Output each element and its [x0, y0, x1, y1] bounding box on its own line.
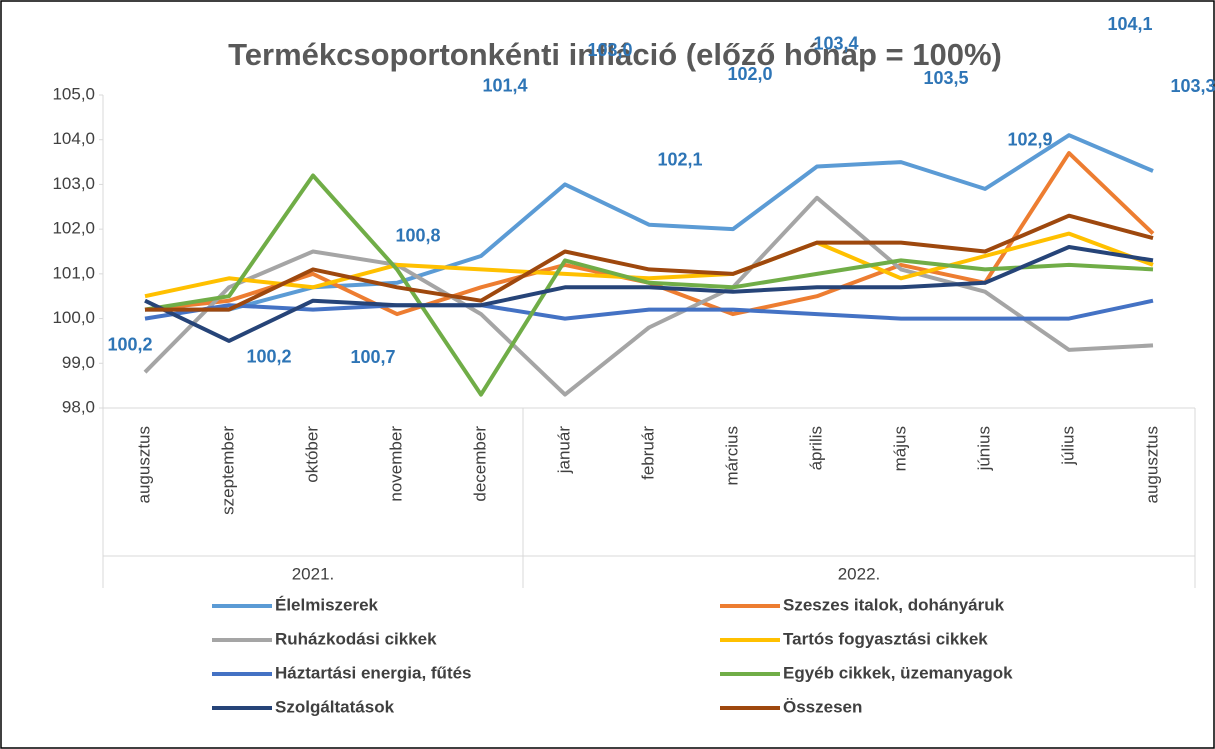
x-tick-label: december	[470, 426, 489, 502]
legend-label: Szolgáltatások	[275, 697, 395, 716]
legend-label: Tartós fogyasztási cikkek	[783, 629, 988, 648]
data-label: 104,1	[1107, 14, 1152, 34]
data-label: 103,4	[813, 33, 858, 53]
group-label: 2021.	[292, 564, 335, 583]
series-line	[145, 213, 1154, 312]
data-label: 103,5	[923, 68, 968, 88]
series-line	[144, 231, 1154, 299]
chart-title: Termékcsoportonkénti infláció (előző hón…	[228, 37, 1002, 72]
x-tick-label: június	[974, 426, 993, 471]
legend-label: Egyéb cikkek, üzemanyagok	[783, 663, 1013, 682]
y-tick-label: 99,0	[62, 353, 95, 372]
x-tick-label: április	[806, 426, 825, 470]
x-tick-label: március	[722, 426, 741, 486]
data-label: 102,9	[1007, 130, 1052, 150]
x-tick-label: július	[1058, 426, 1077, 466]
series-line	[144, 173, 1154, 397]
x-tick-label: augusztus	[1142, 426, 1161, 504]
data-label: 102,0	[727, 64, 772, 84]
data-label: 102,1	[657, 149, 702, 169]
y-tick-label: 98,0	[62, 397, 95, 416]
y-tick-label: 102,0	[52, 219, 95, 238]
x-tick-label: augusztus	[134, 426, 153, 504]
legend-label: Háztartási energia, fűtés	[275, 663, 472, 682]
series-line	[143, 195, 1154, 397]
data-label: 100,8	[395, 226, 440, 246]
data-label: 100,2	[107, 334, 152, 354]
legend-label: Ruházkodási cikkek	[275, 629, 437, 648]
data-label: 103,3	[1170, 76, 1215, 96]
x-tick-label: szeptember	[218, 426, 237, 515]
data-label: 100,7	[350, 347, 395, 367]
x-tick-label: február	[638, 426, 657, 480]
legend-label: Szeszes italok, dohányáruk	[783, 595, 1005, 614]
series-line	[144, 298, 1154, 321]
legend-label: Összesen	[783, 697, 862, 716]
x-tick-label: október	[302, 426, 321, 483]
x-tick-label: május	[890, 426, 909, 471]
legend-label: Élelmiszerek	[275, 595, 379, 614]
data-label: 101,4	[482, 76, 527, 96]
y-tick-label: 100,0	[52, 308, 95, 327]
y-tick-label: 105,0	[52, 84, 95, 103]
group-label: 2022.	[838, 564, 881, 583]
x-tick-label: január	[554, 426, 573, 475]
series-line	[144, 245, 1154, 343]
data-label: 100,2	[246, 346, 291, 366]
y-tick-label: 104,0	[52, 129, 95, 148]
y-tick-label: 101,0	[52, 263, 95, 282]
data-label: 103,0	[587, 40, 632, 60]
y-tick-label: 103,0	[52, 174, 95, 193]
x-tick-label: november	[386, 426, 405, 502]
